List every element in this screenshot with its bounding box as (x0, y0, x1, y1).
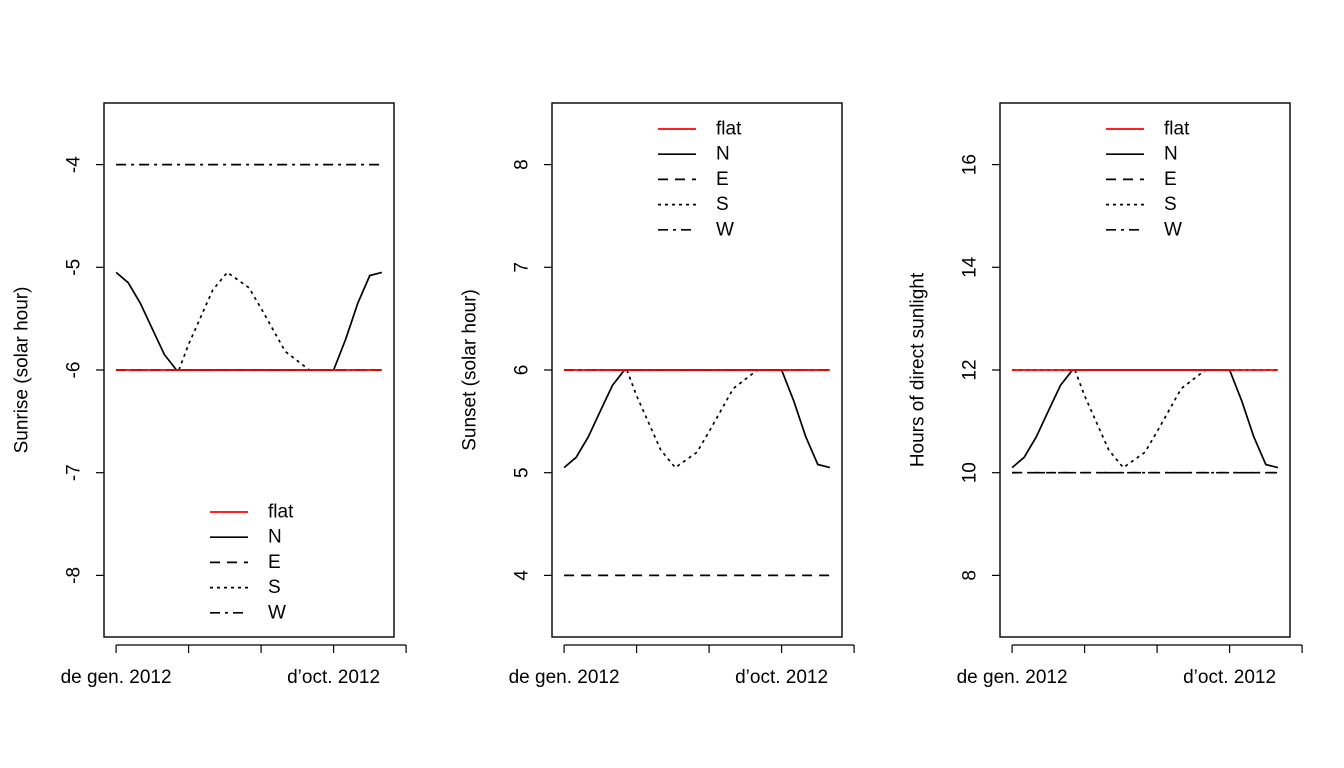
y-tick-label: 5 (512, 467, 533, 478)
legend-label-e: E (1164, 169, 1177, 190)
y-tick-label: -8 (64, 567, 85, 584)
series-s-line (1012, 369, 1278, 469)
y-tick-label: 14 (960, 256, 981, 278)
y-tick-label: 8 (512, 159, 533, 170)
legend-label-n: N (1164, 144, 1178, 165)
legend-label-s: S (1164, 194, 1177, 215)
legend-label-w: W (716, 219, 734, 240)
y-axis-title: Sunset (solar hour) (460, 289, 481, 451)
x-tick-label: de gen. 2012 (509, 667, 620, 688)
legend-label-flat: flat (1164, 119, 1190, 140)
y-tick-label: 7 (512, 262, 533, 273)
x-tick-label: d’oct. 2012 (287, 667, 380, 688)
series-s-line (564, 369, 830, 469)
x-tick-label: d’oct. 2012 (735, 667, 828, 688)
legend-label-s: S (268, 577, 281, 598)
x-tick-label: de gen. 2012 (61, 667, 172, 688)
y-tick-label: -7 (64, 464, 85, 481)
legend-label-w: W (268, 602, 286, 623)
y-tick-label: 6 (512, 365, 533, 376)
legend-label-n: N (716, 144, 730, 165)
x-tick-label: de gen. 2012 (957, 667, 1068, 688)
chart-panel-3: 8 10 12 14 16 de gen. 2012 d’oct. 2012 Hours of… (908, 102, 1303, 688)
y-axis-title: Sunrise (solar hour) (12, 287, 33, 454)
legend-label-w: W (1164, 219, 1182, 240)
legend-label-e: E (268, 552, 281, 573)
y-tick-label: 10 (960, 462, 981, 483)
y-tick-label: -6 (64, 362, 85, 379)
y-tick-label: -4 (64, 156, 85, 173)
chart-panel-1: -8 -7 -6 -5 -4 de gen. 2012 d’oct. 2012 Sunrise… (12, 102, 407, 688)
legend-label-flat: flat (268, 502, 294, 523)
x-tick-label: d’oct. 2012 (1183, 667, 1276, 688)
legend-label-s: S (716, 194, 729, 215)
y-tick-label: 4 (512, 570, 533, 581)
y-tick-label: 16 (960, 154, 981, 175)
legend-label-n: N (268, 527, 282, 548)
legend-label-e: E (716, 169, 729, 190)
series-s-line (116, 271, 382, 371)
y-tick-label: -5 (64, 259, 85, 276)
y-tick-label: 12 (960, 359, 981, 380)
legend-label-flat: flat (716, 119, 742, 140)
chart-panel-2: 4 5 6 7 8 de gen. 2012 d’oct. 2012 Sunset (sola… (460, 102, 855, 688)
y-axis-title: Hours of direct sunlight (908, 272, 929, 467)
y-tick-label: 8 (960, 570, 981, 581)
